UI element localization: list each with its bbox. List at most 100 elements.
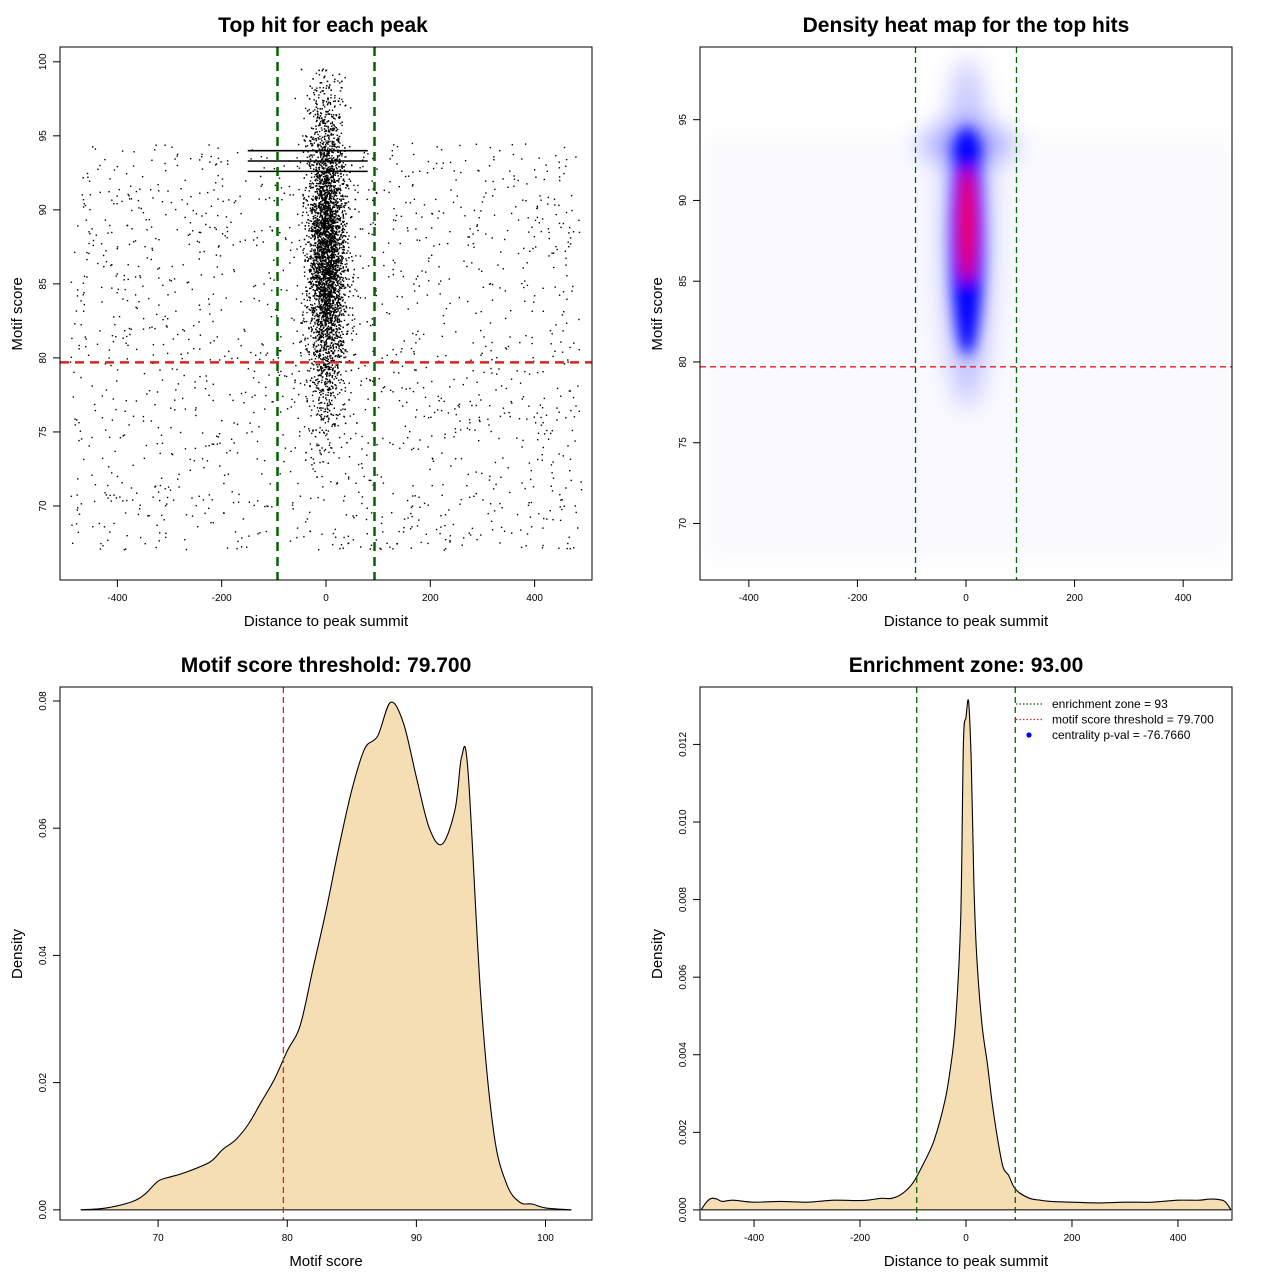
scatter-point (325, 300, 327, 302)
scatter-point (311, 234, 313, 236)
scatter-point (403, 340, 405, 342)
scatter-point (479, 420, 481, 423)
scatter-point (568, 246, 570, 248)
scatter-point (191, 288, 193, 291)
scatter-point (322, 419, 324, 421)
scatter-point (236, 547, 238, 550)
scatter-point (209, 161, 211, 163)
scatter-point (347, 535, 349, 537)
scatter-point (452, 201, 455, 203)
scatter-point (128, 424, 130, 426)
scatter-point (318, 232, 321, 235)
scatter-point (361, 467, 364, 469)
scatter-point (308, 281, 310, 283)
scatter-point (316, 335, 319, 337)
scatter-point (410, 528, 412, 530)
scatter-point (534, 169, 536, 171)
scatter-point (331, 425, 333, 427)
scatter-point (337, 298, 340, 300)
scatter-point (495, 389, 497, 391)
scatter-point (328, 138, 330, 140)
scatter-point (310, 330, 313, 333)
scatter-point (493, 159, 495, 161)
scatter-point (355, 255, 357, 257)
scatter-point (331, 324, 333, 326)
scatter-point (398, 400, 401, 402)
scatter-point (342, 242, 344, 244)
scatter-point (331, 121, 334, 123)
scatter-point (280, 370, 282, 373)
scatter-point (70, 281, 73, 283)
scatter-point (253, 285, 255, 288)
scatter-point (326, 270, 328, 273)
scatter-point (296, 165, 299, 168)
scatter-point (546, 429, 548, 432)
scatter-point (339, 238, 342, 241)
scatter-point (331, 151, 333, 153)
scatter-point (80, 503, 83, 505)
scatter-point (480, 399, 482, 401)
scatter-point (344, 204, 347, 206)
scatter-point (262, 344, 264, 346)
scatter-point (349, 208, 351, 210)
scatter-point (216, 435, 218, 437)
scatter-point (516, 370, 518, 372)
scatter-point (493, 214, 496, 216)
scatter-point (471, 262, 473, 264)
scatter-point (303, 275, 306, 277)
scatter-point (570, 479, 572, 482)
scatter-point (111, 199, 113, 201)
scatter-point (159, 532, 161, 534)
scatter-point (306, 235, 308, 237)
scatter-point (128, 327, 131, 330)
scatter-point (115, 275, 117, 277)
scatter-point (174, 291, 176, 293)
scatter-point (331, 316, 334, 318)
scatter-point (113, 522, 115, 525)
scatter-point (331, 221, 333, 223)
scatter-point (335, 189, 338, 191)
scatter-point (428, 405, 431, 407)
scatter-point (471, 527, 474, 530)
scatter-point (469, 228, 471, 230)
scatter-point (201, 215, 203, 217)
scatter-point (316, 259, 318, 261)
scatter-point (249, 422, 251, 424)
scatter-point (321, 172, 324, 174)
scatter-point (431, 485, 433, 487)
scatter-point (154, 486, 156, 488)
scatter-point (460, 171, 462, 174)
scatter-point (190, 158, 192, 160)
scatter-point (353, 273, 355, 276)
scatter-point (202, 499, 205, 501)
scatter-point (283, 165, 285, 167)
scatter-point (580, 489, 583, 491)
scatter-point (341, 98, 343, 101)
scatter-point (563, 146, 566, 149)
scatter-point (560, 395, 562, 397)
scatter-point (325, 312, 327, 315)
scatter-point (525, 200, 527, 202)
scatter-point (158, 267, 161, 269)
scatter-point (319, 452, 321, 454)
scatter-point (181, 357, 183, 360)
scatter-point (472, 370, 474, 372)
scatter-point (531, 336, 533, 339)
scatter-point (305, 521, 307, 523)
scatter-point (253, 411, 255, 414)
scatter-point (469, 422, 471, 424)
scatter-point (357, 367, 360, 370)
scatter-point (199, 334, 202, 336)
scatter-point (540, 416, 542, 419)
scatter-point (99, 164, 101, 167)
scatter-point (327, 333, 329, 336)
scatter-point (222, 512, 225, 514)
scatter-point (165, 170, 167, 172)
scatter-point (320, 417, 323, 419)
scatter-point (214, 226, 216, 229)
scatter-point (388, 191, 390, 194)
scatter-point (182, 397, 184, 400)
scatter-point (112, 398, 114, 400)
scatter-point (488, 424, 490, 426)
scatter-point (242, 518, 244, 520)
